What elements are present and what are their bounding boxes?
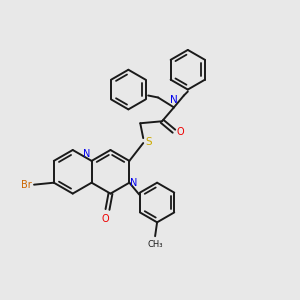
Text: O: O <box>102 214 109 224</box>
Text: N: N <box>130 178 138 188</box>
Text: CH₃: CH₃ <box>147 240 163 249</box>
Text: O: O <box>177 127 184 137</box>
Text: N: N <box>83 149 91 159</box>
Text: S: S <box>145 137 152 147</box>
Text: N: N <box>170 95 178 105</box>
Text: Br: Br <box>21 180 32 190</box>
